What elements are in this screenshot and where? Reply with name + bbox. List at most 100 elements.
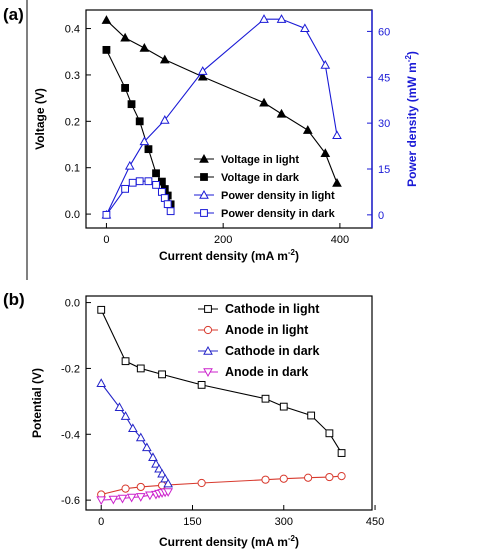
data-point [120,411,131,420]
panel-b-x-axis-title: Current density (mA m-2) [159,534,299,549]
legend-marker [199,153,209,163]
data-point [121,484,130,493]
legend-marker [200,173,208,181]
panel-a-y2-axis-title: Power density (mW m-2) [404,51,419,187]
data-point [261,475,270,484]
series-power-density-in-dark [102,177,175,219]
data-point [259,14,269,23]
legend-entry-anode-in-dark: Anode in dark [198,365,308,379]
data-point [279,402,288,411]
data-point [152,180,160,189]
data-point [259,97,269,107]
series-cathode-in-dark [96,378,173,488]
data-point [160,473,170,483]
legend-entry-voltage-in-light: Voltage in light [194,153,299,166]
data-point [148,452,158,462]
data-point [163,478,173,488]
data-point [139,43,150,52]
panel-a: (a) 0 200 400 0.0 0.1 0.2 0.3 0.4 0 15 30 45 60 Cu… [3,5,419,263]
data-point [302,125,313,134]
data-point [108,495,119,505]
data-point [144,145,153,154]
data-point [325,429,334,438]
data-point [101,15,112,24]
data-point [135,177,144,186]
y-tick-label: -0.2 [61,363,80,375]
panel-a-x-axis-title: Current density (mA m-2) [159,248,299,263]
data-point [126,493,137,503]
data-point [97,305,106,314]
data-point [337,471,346,481]
legend-label: Anode in light [225,323,309,337]
legend-entry-cathode-in-dark: Cathode in dark [198,344,320,358]
panel-b-series [96,305,346,506]
panel-a-series [101,14,342,219]
legend-marker [199,189,209,199]
panel-b-y-ticks: 0.0 -0.2 -0.4 -0.6 [61,298,91,507]
data-point [163,488,173,497]
x-tick-label: 150 [183,516,201,528]
data-point [300,23,310,33]
x-tick-label: 200 [214,234,232,246]
data-point [307,411,316,420]
y-tick-label: 0.1 [65,163,80,175]
legend-label: Voltage in light [221,154,299,166]
legend-label: Cathode in dark [225,344,320,358]
data-point [320,60,331,69]
data-point [197,66,208,75]
panel-b-y-axis-title: Potential (V) [30,368,44,438]
y-tick-label: 0.0 [65,209,80,221]
data-point [261,394,270,403]
data-point [121,84,130,92]
series-power-density-in-light [101,14,342,219]
series-line [100,309,343,454]
legend-marker [200,209,208,217]
data-point [304,473,313,482]
panel-a-legend: Voltage in light Voltage in dark Power den… [194,153,336,220]
y-tick-label: 0.3 [65,70,80,82]
legend-marker [204,305,212,313]
data-point [279,474,288,483]
legend-label: Power density in dark [221,208,336,220]
y2-tick-label: 30 [378,118,390,130]
legend-label: Anode in dark [225,365,308,379]
data-point [96,378,107,387]
y-tick-label: -0.6 [61,495,80,507]
y2-tick-label: 0 [378,210,384,222]
data-point [136,482,145,492]
x-tick-label: 300 [275,516,293,528]
series-line [106,19,338,184]
y2-tick-label: 45 [378,72,390,84]
y2-tick-label: 15 [378,164,390,176]
data-point [325,472,334,482]
legend-entry-anode-in-light: Anode in light [198,323,309,337]
y-tick-label: 0.0 [65,298,80,310]
legend-label: Power density in light [221,190,335,202]
data-point [154,463,164,473]
data-point [135,493,146,502]
y-tick-label: 0.2 [65,116,80,128]
data-point [128,423,138,433]
series-voltage-in-light [101,15,342,187]
series-line [105,18,338,216]
x-tick-label: 0 [98,516,104,528]
data-point [158,370,166,379]
data-point [117,494,128,504]
series-cathode-in-light [97,305,346,457]
data-point [102,45,111,54]
legend-entry-cathode-in-light: Cathode in light [198,302,320,316]
data-point [144,177,153,186]
data-point [197,478,206,488]
data-point [337,449,346,457]
data-point [145,491,155,501]
x-tick-label: 0 [103,234,109,246]
data-point [136,364,145,373]
y-tick-label: 0.4 [65,24,80,36]
data-point [276,108,287,118]
data-point [121,184,130,193]
data-point [276,14,287,23]
series-line [101,475,342,496]
data-point [159,54,170,64]
data-point [124,160,135,170]
